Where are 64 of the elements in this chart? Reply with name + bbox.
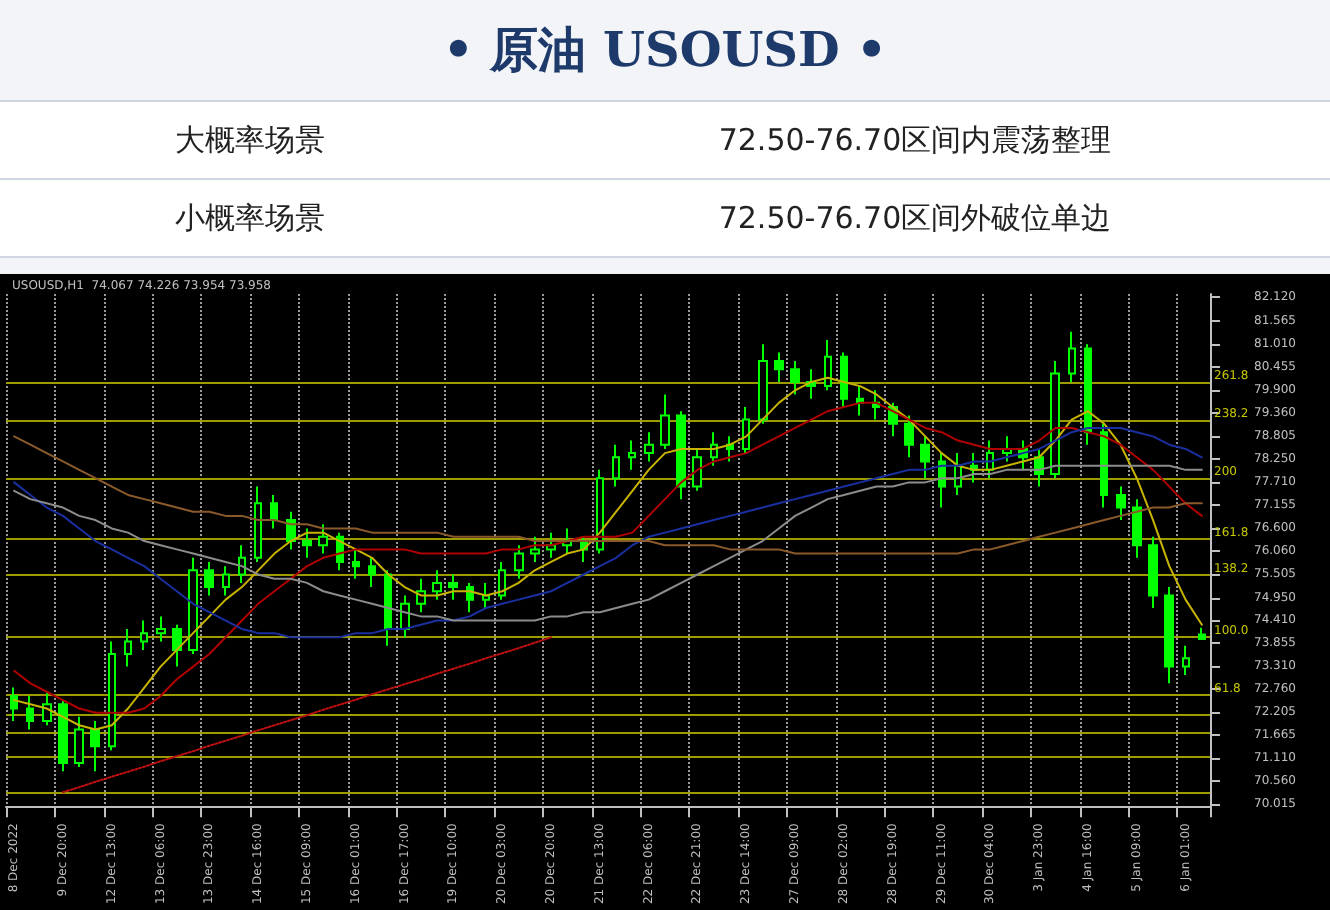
candlestick: [920, 435, 930, 480]
candlestick: [482, 581, 490, 610]
candlestick: [1148, 535, 1158, 610]
candlestick: [530, 535, 540, 563]
candlestick: [204, 560, 214, 597]
candlestick: [1084, 343, 1092, 446]
candlestick: [270, 493, 278, 530]
candlestick: [514, 544, 524, 580]
candlestick: [302, 527, 312, 559]
candlestick: [692, 447, 702, 492]
candlestick: [676, 410, 686, 501]
text: 大概率场景: [173, 120, 327, 162]
candlestick: [904, 414, 914, 459]
candlestick: [1100, 422, 1108, 509]
candlestick: [840, 351, 848, 409]
candlestick: [758, 343, 768, 425]
candlestick: [546, 531, 556, 559]
candlestick: [628, 439, 636, 471]
candlestick: [318, 523, 328, 555]
candlestick: [90, 720, 100, 773]
candlestick: [352, 548, 360, 580]
candlestick: [1068, 330, 1076, 383]
candlestick: [10, 686, 18, 723]
candlestick: [710, 431, 718, 467]
line-series: [61, 636, 553, 794]
candlestick: [384, 569, 392, 647]
candlestick: [774, 351, 784, 383]
candlestick: [660, 393, 670, 450]
text: 72.50-76.70区间外破位单边: [716, 198, 1114, 240]
candlestick: [1182, 644, 1190, 676]
chart-title: • 原油 USOUSD •: [441, 18, 889, 82]
candlestick: [58, 699, 68, 773]
candlestick: [172, 623, 182, 668]
text: 72.50-76.70区间内震荡整理: [716, 120, 1114, 162]
candlestick: [790, 359, 800, 396]
candlestick: [742, 406, 750, 455]
candlestick: [188, 556, 198, 656]
text: 小概率场景: [173, 198, 327, 240]
candlestick: [1198, 626, 1206, 641]
candlestick: [970, 452, 978, 484]
candlestick: [856, 385, 864, 417]
candlestick: [498, 560, 506, 601]
candlestick: [74, 715, 84, 769]
candlestick: [1116, 485, 1126, 522]
candlestick: [1050, 359, 1060, 480]
candlestick: [156, 615, 166, 643]
candlestick: [1164, 586, 1174, 685]
candlestick: [26, 694, 34, 731]
candlestick: [824, 339, 832, 392]
line-series: [13, 435, 1203, 555]
candlestick: [140, 619, 148, 651]
candlestick: [368, 556, 376, 589]
candlestick: [222, 565, 230, 597]
candlestick: [108, 640, 116, 752]
candlestick: [124, 627, 132, 668]
candlestick: [612, 443, 620, 488]
candlestick: [644, 431, 654, 463]
candlestick: [448, 573, 458, 601]
candlestick: [254, 485, 262, 563]
candlestick: [432, 569, 442, 601]
candlestick: [1132, 498, 1142, 559]
line-series: [13, 426, 1203, 639]
candlestick: [1002, 435, 1012, 463]
line-series: [13, 464, 1203, 622]
